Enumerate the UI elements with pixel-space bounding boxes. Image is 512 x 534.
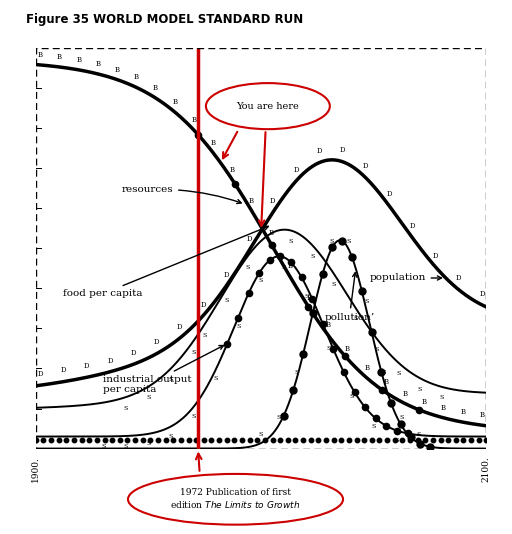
Text: S: S	[169, 434, 173, 439]
Text: S: S	[276, 415, 281, 420]
Text: D: D	[293, 166, 298, 174]
Text: S: S	[191, 414, 196, 419]
Text: D: D	[363, 162, 369, 170]
Text: S: S	[353, 316, 357, 321]
Text: B: B	[422, 398, 427, 406]
Text: B: B	[191, 116, 197, 124]
Text: B: B	[287, 263, 292, 270]
Text: D: D	[316, 147, 322, 155]
Text: S: S	[332, 282, 336, 287]
Text: 1900.: 1900.	[31, 457, 40, 482]
Text: S: S	[101, 444, 105, 449]
Text: S: S	[439, 396, 443, 400]
Bar	[36, 48, 486, 449]
Text: S: S	[394, 438, 398, 443]
Text: S: S	[396, 371, 400, 376]
Text: S: S	[304, 294, 308, 299]
Text: S: S	[146, 442, 151, 446]
Text: B: B	[57, 53, 62, 61]
Text: B: B	[345, 345, 350, 353]
Text: B: B	[134, 73, 139, 81]
Text: S: S	[237, 324, 241, 329]
Text: D: D	[131, 349, 136, 357]
Text: S: S	[294, 370, 298, 375]
Text: B: B	[230, 166, 235, 174]
Text: S: S	[259, 433, 263, 437]
Text: B: B	[479, 411, 484, 419]
Text: D: D	[386, 190, 392, 198]
Text: S: S	[146, 395, 151, 400]
Text: D: D	[37, 370, 43, 378]
Text: S: S	[381, 370, 386, 375]
Text: industrial output
per capita: industrial output per capita	[103, 345, 223, 395]
Text: You are here: You are here	[237, 101, 299, 111]
Text: 2100.: 2100.	[482, 457, 491, 482]
Text: S: S	[224, 297, 228, 303]
Text: D: D	[177, 323, 183, 331]
Text: S: S	[267, 243, 271, 248]
Text: pollution’: pollution’	[324, 273, 374, 323]
Text: resources: resources	[121, 185, 241, 203]
Text: D: D	[456, 274, 461, 282]
Text: population: population	[369, 273, 441, 282]
Text: D: D	[247, 234, 252, 242]
Text: S: S	[375, 348, 379, 352]
Text: B: B	[402, 390, 408, 398]
Text: D: D	[433, 252, 438, 260]
Text: B: B	[460, 408, 465, 416]
Text: S: S	[203, 333, 207, 337]
Text: B: B	[249, 197, 254, 205]
Text: D: D	[224, 271, 229, 279]
Text: edition $\mathit{The\ Limits\ to\ Growth}$: edition $\mathit{The\ Limits\ to\ Growth…	[170, 499, 301, 510]
Text: 1972 Publication of first: 1972 Publication of first	[180, 489, 291, 497]
Text: B: B	[326, 321, 331, 329]
Text: S: S	[124, 406, 128, 411]
Text: B: B	[441, 404, 446, 412]
Text: B: B	[268, 230, 273, 238]
Text: S: S	[259, 278, 263, 282]
Ellipse shape	[206, 83, 330, 129]
Text: S: S	[418, 387, 422, 392]
Text: D: D	[84, 362, 90, 370]
Text: B: B	[172, 98, 177, 106]
Text: D: D	[61, 366, 67, 374]
Text: S: S	[372, 424, 376, 429]
Text: S: S	[310, 254, 314, 259]
Text: S: S	[246, 265, 250, 270]
Text: S: S	[327, 345, 331, 351]
Text: S: S	[349, 394, 353, 399]
Text: B: B	[153, 84, 158, 92]
Text: D: D	[339, 146, 345, 154]
Text: S: S	[191, 350, 196, 355]
Text: food per capita: food per capita	[63, 226, 268, 299]
Text: D: D	[108, 357, 113, 365]
Text: S: S	[417, 433, 421, 437]
Text: D: D	[410, 222, 415, 230]
Text: B: B	[210, 139, 216, 147]
Text: S: S	[329, 239, 333, 244]
Text: S: S	[399, 415, 403, 420]
Text: D: D	[270, 198, 275, 206]
Text: B: B	[76, 56, 81, 64]
Text: S: S	[169, 377, 173, 382]
Text: B: B	[364, 364, 369, 372]
Text: D: D	[200, 301, 206, 309]
Text: S: S	[347, 239, 351, 244]
Text: B: B	[115, 66, 120, 74]
Text: B: B	[95, 60, 100, 68]
Text: D: D	[154, 339, 159, 347]
Text: Figure 35 WORLD MODEL STANDARD RUN: Figure 35 WORLD MODEL STANDARD RUN	[26, 13, 303, 26]
Text: S: S	[311, 299, 316, 304]
Text: S: S	[214, 376, 218, 381]
Text: B: B	[383, 379, 389, 387]
Text: S: S	[282, 265, 286, 270]
Text: S: S	[289, 239, 293, 244]
Text: B: B	[38, 51, 43, 59]
Text: S: S	[364, 299, 369, 304]
Text: B: B	[307, 294, 312, 302]
Text: D: D	[479, 289, 485, 297]
Text: S: S	[124, 444, 128, 449]
